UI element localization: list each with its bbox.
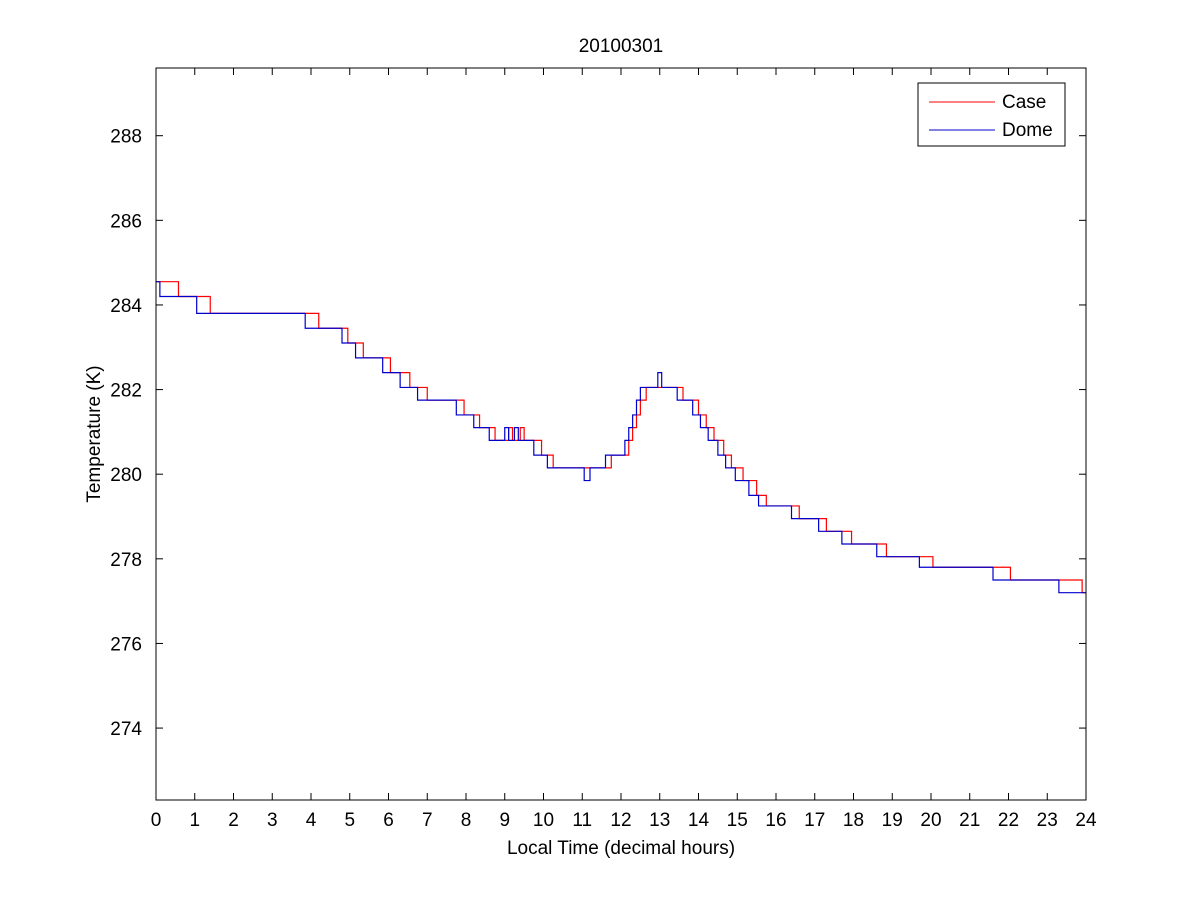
x-tick-label: 16 <box>765 810 786 831</box>
x-tick-label: 11 <box>572 810 592 831</box>
x-axis-label: Local Time (decimal hours) <box>507 838 735 859</box>
y-tick-label: 276 <box>110 634 142 655</box>
x-tick-label: 22 <box>998 810 1019 831</box>
legend-box <box>917 82 1066 147</box>
y-tick-label: 286 <box>110 211 142 232</box>
x-tick-label: 5 <box>344 810 355 831</box>
y-tick-label: 278 <box>110 550 142 571</box>
x-tick-label: 4 <box>306 810 317 831</box>
x-tick-label: 0 <box>151 810 162 831</box>
x-tick-label: 24 <box>1075 810 1097 831</box>
x-tick-label: 18 <box>843 810 864 831</box>
ticks-layer: 0 1 2 3 4 5 6 7 8 9 10 11 12 13 14 15 16 17 18 19 20 21 22 23 24… <box>110 68 1097 831</box>
y-axis-label: Temperature (K) <box>84 365 105 502</box>
x-tick-label: 6 <box>383 810 394 831</box>
plot-background <box>156 68 1086 800</box>
x-tick-label: 13 <box>649 810 670 831</box>
y-tick-label: 282 <box>110 381 142 402</box>
y-tick-label: 280 <box>110 465 142 486</box>
x-tick-label: 1 <box>189 810 200 831</box>
x-tick-label: 12 <box>610 810 631 831</box>
series-layer <box>156 281 1086 594</box>
x-tick-label: 7 <box>422 810 433 831</box>
x-tick-label: 15 <box>727 810 748 831</box>
legend: Case Dome <box>917 82 1066 147</box>
x-tick-label: 21 <box>959 810 980 831</box>
y-tick-label: 288 <box>110 127 142 148</box>
x-tick-label: 3 <box>267 810 278 831</box>
series-line-dome <box>156 281 1086 594</box>
x-tick-label: 10 <box>533 810 554 831</box>
legend-label-dome: Dome <box>1002 120 1053 141</box>
legend-label-case: Case <box>1002 92 1046 113</box>
y-tick-label: 284 <box>110 296 142 317</box>
series-line-case <box>156 281 1086 594</box>
x-tick-label: 9 <box>499 810 510 831</box>
x-tick-label: 23 <box>1037 810 1058 831</box>
x-tick-label: 19 <box>882 810 903 831</box>
x-tick-label: 8 <box>461 810 472 831</box>
chart-title: 20100301 <box>579 36 664 57</box>
x-tick-label: 14 <box>688 810 710 831</box>
x-tick-label: 2 <box>228 810 239 831</box>
x-tick-label: 20 <box>920 810 941 831</box>
y-tick-label: 274 <box>110 719 142 740</box>
x-tick-label: 17 <box>804 810 825 831</box>
